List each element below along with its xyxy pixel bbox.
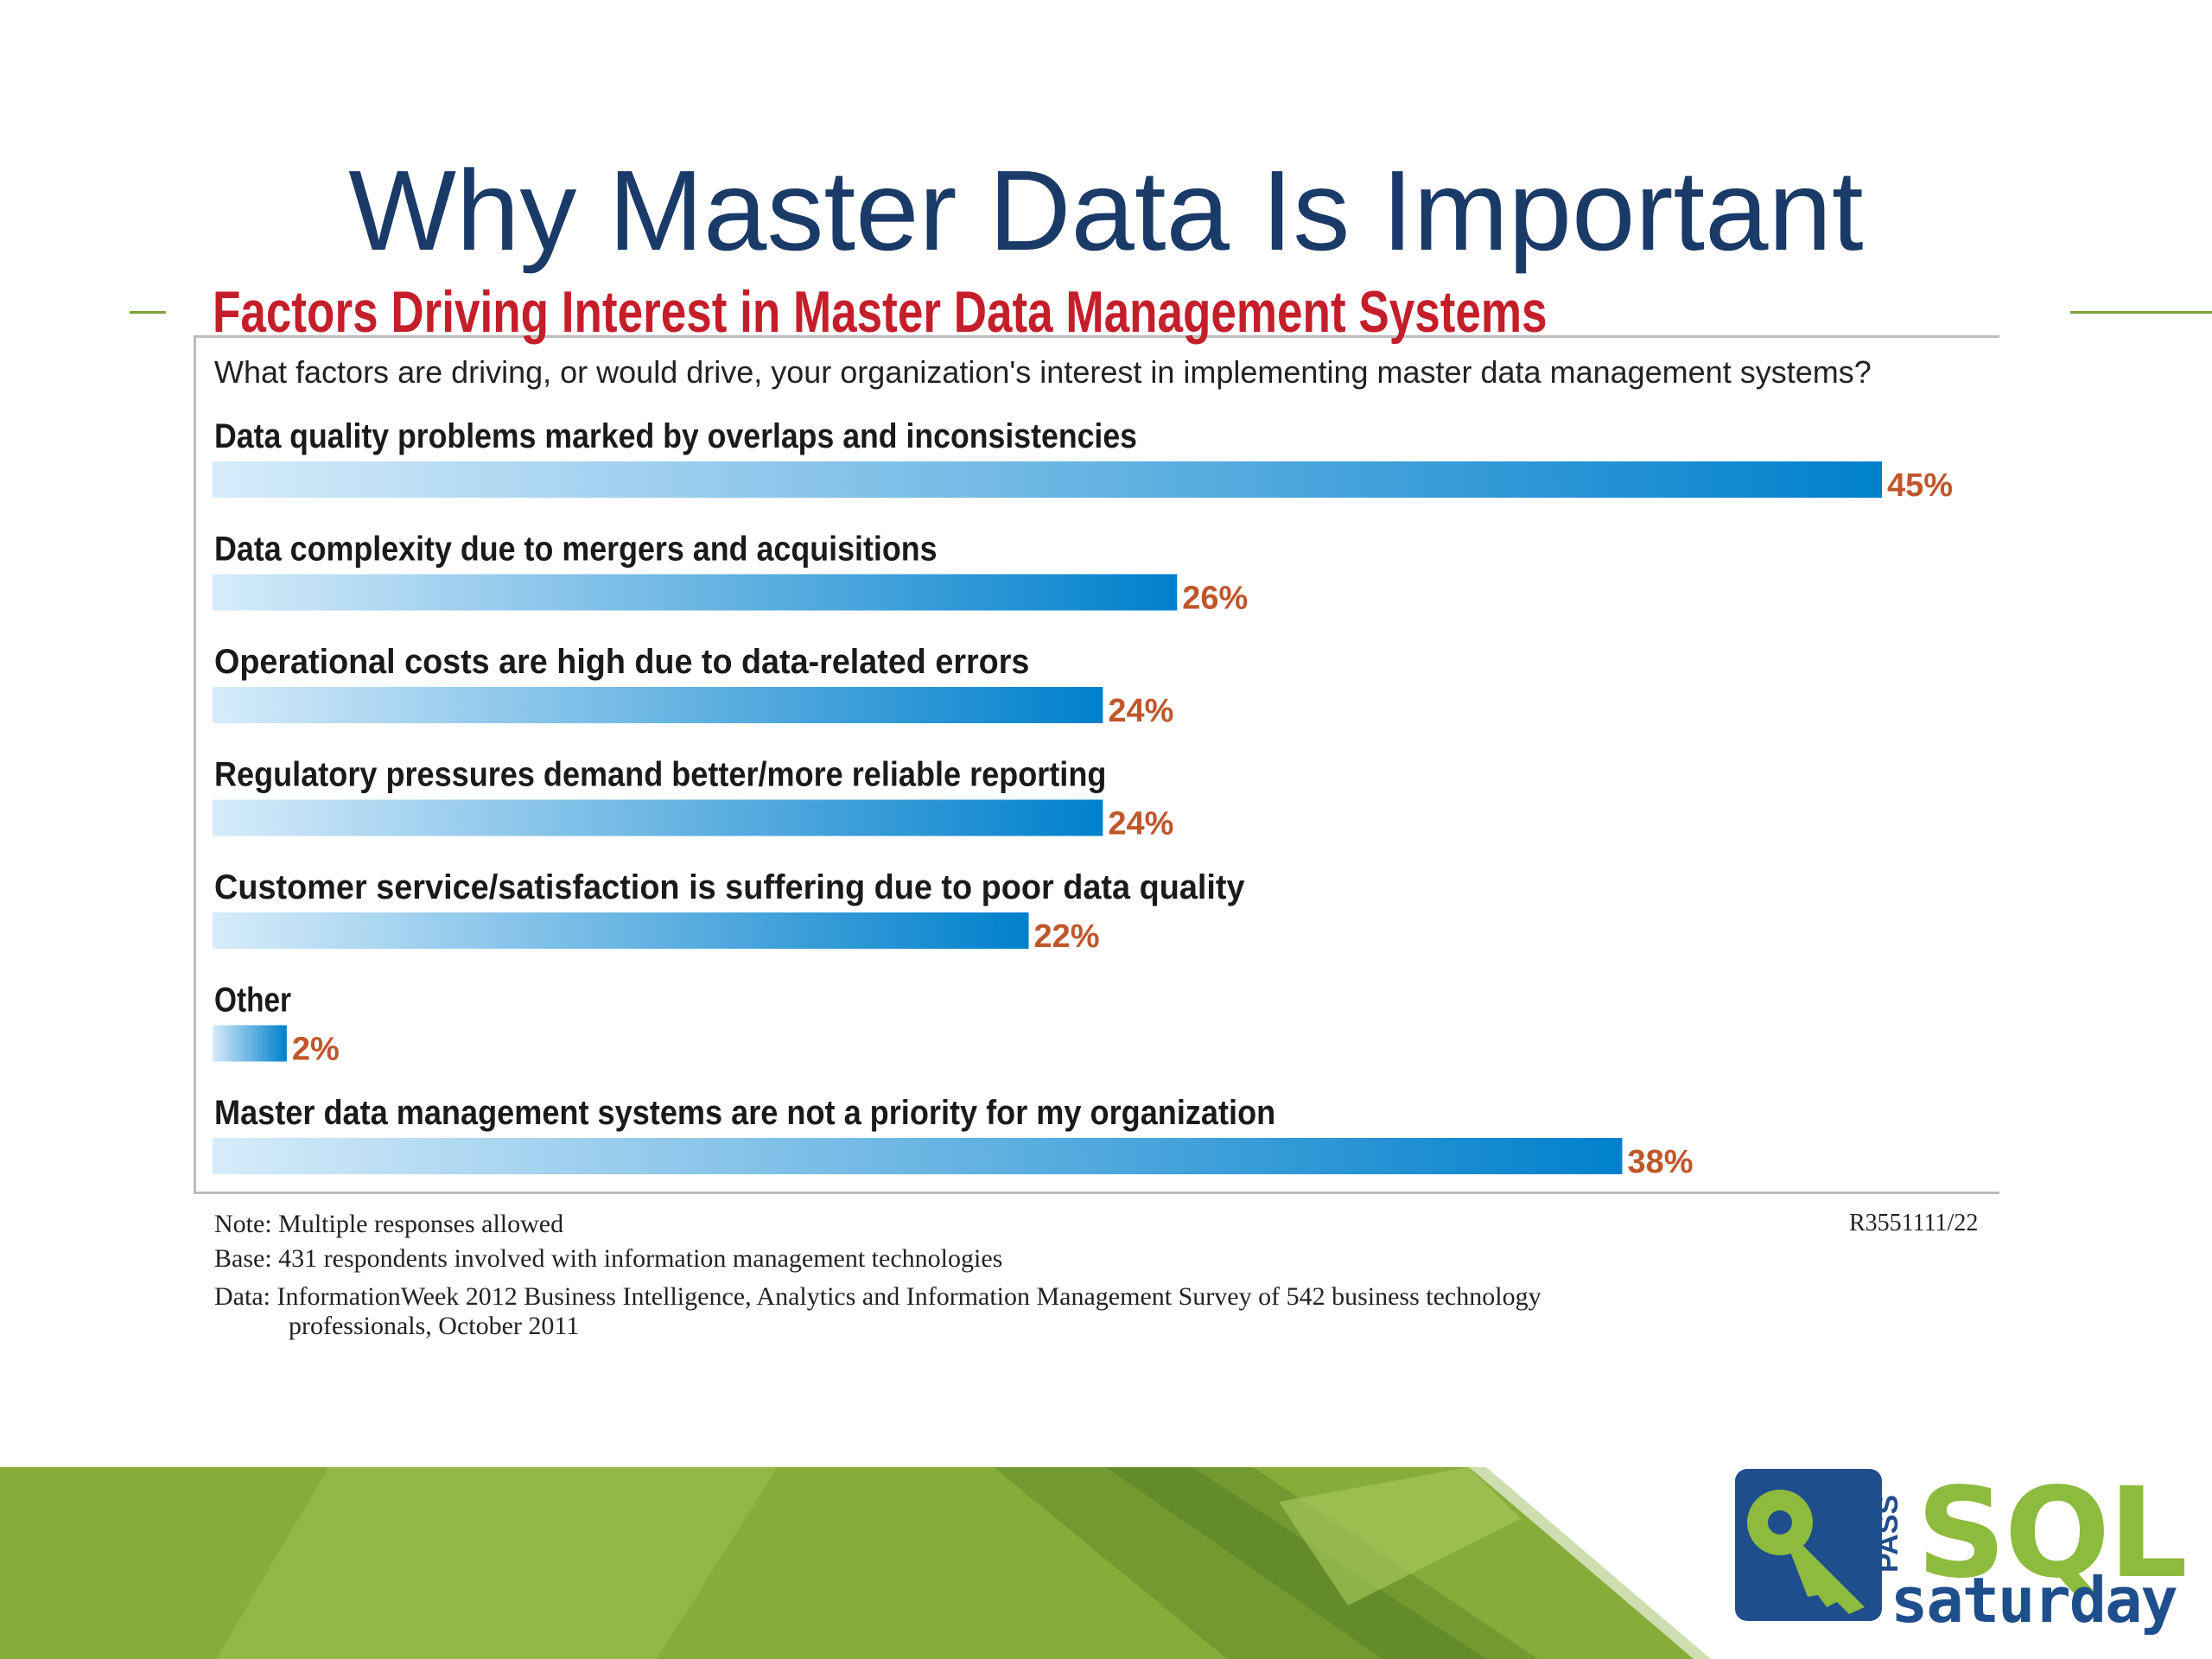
value-label: 45% [1887,467,1953,504]
category-label: Master data management systems are not a… [214,1094,1275,1132]
bar [213,1138,1623,1174]
category-label: Other [214,982,291,1020]
bar [213,799,1103,836]
value-label: 26% [1182,581,1248,617]
value-label: 38% [1627,1144,1693,1180]
value-label: 2% [292,1032,340,1068]
note-data-source: Data: InformationWeek 2012 Business Inte… [214,1282,1541,1311]
value-label: 24% [1108,806,1173,842]
slide-title: Why Master Data Is Important [348,147,1864,274]
bar [213,912,1029,949]
note-data-source-cont: professionals, October 2011 [289,1312,580,1340]
category-label: Operational costs are high due to data-r… [214,643,1029,681]
note-base: Base: 431 respondents involved with info… [214,1244,1003,1273]
logo-saturday-text: saturday [1891,1564,2178,1637]
category-label: Regulatory pressures demand better/more … [214,756,1106,794]
value-label: 22% [1034,918,1100,955]
accent-line-right [2070,311,2212,314]
bar [213,1025,287,1062]
category-label: Customer service/satisfaction is sufferi… [214,868,1245,906]
value-label: 24% [1108,693,1173,729]
report-code: R3551111/22 [1849,1210,1979,1236]
chart-frame [194,335,1999,1194]
bar [213,461,1882,498]
key-icon [1735,1469,1882,1621]
note-multiple-responses: Note: Multiple responses allowed [214,1210,564,1238]
category-label: Data complexity due to mergers and acqui… [214,531,938,569]
logo-pass-text: PASS [1872,1494,1904,1573]
logo-sql-text: SQL [1916,1460,2188,1605]
bar [213,687,1103,723]
category-label: Data quality problems marked by overlaps… [214,417,1137,455]
accent-line-left [130,311,166,314]
chart-title: Factors Driving Interest in Master Data … [213,279,1548,345]
bar [213,574,1178,611]
chart-question: What factors are driving, or would drive… [214,354,1872,390]
